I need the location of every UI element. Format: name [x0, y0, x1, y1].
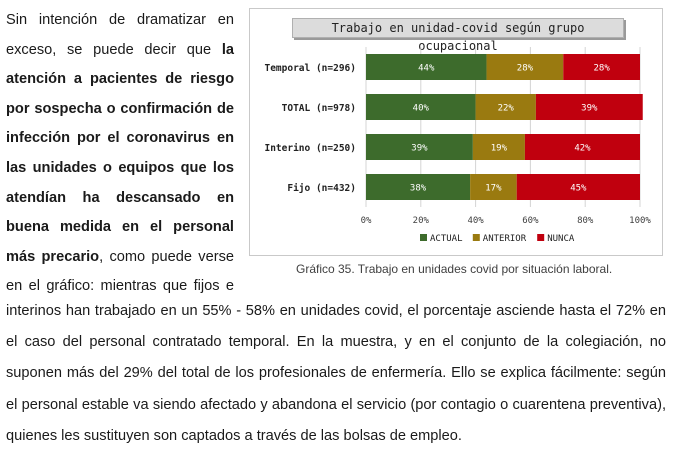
x-tick-label: 0%	[361, 216, 372, 226]
data-label: 44%	[418, 64, 435, 74]
bar-segment	[535, 94, 643, 120]
body-line: el personal estable va siendo afectado y…	[6, 396, 666, 413]
data-label: 28%	[517, 64, 534, 74]
x-tick-label: 100%	[629, 216, 651, 226]
category-label: Interino (n=250)	[264, 143, 356, 154]
body-text: interinos han trabajado en un 55% - 58% …	[6, 296, 666, 452]
legend-label: ANTERIOR	[483, 234, 527, 244]
intro-text: Sin intención de dramatizar en exceso, s…	[6, 12, 234, 58]
body-line: quienes les sustituyen son captados a tr…	[6, 427, 462, 444]
bar-segment	[563, 54, 640, 80]
category-label: Fijo (n=432)	[287, 183, 356, 194]
figure-caption: Gráfico 35. Trabajo en unidades covid po…	[296, 262, 613, 276]
body-line: interinos han trabajado en un 55% - 58% …	[6, 303, 666, 319]
data-label: 39%	[581, 104, 598, 114]
x-tick-label: 20%	[413, 216, 430, 226]
bar-segment	[516, 174, 640, 200]
category-label: TOTAL (n=978)	[282, 103, 356, 114]
x-tick-label: 60%	[522, 216, 539, 226]
data-label: 22%	[498, 104, 515, 114]
legend-label: ACTUAL	[430, 234, 463, 244]
data-label: 42%	[574, 144, 591, 154]
legend-label: NUNCA	[547, 234, 575, 244]
body-line: el caso del personal contratado temporal…	[6, 334, 666, 351]
bar-segment	[366, 54, 487, 80]
x-tick-label: 80%	[577, 216, 594, 226]
body-line: suponen más del 29% del total de los pro…	[6, 365, 666, 382]
data-label: 45%	[570, 184, 587, 194]
data-label: 28%	[594, 64, 611, 74]
chart-container: Trabajo en unidad-covid según grupo ocup…	[249, 8, 663, 256]
data-label: 17%	[485, 184, 502, 194]
legend-swatch	[472, 234, 480, 241]
bar-segment	[366, 174, 471, 200]
legend-swatch	[537, 234, 545, 241]
bar-segment	[486, 54, 564, 80]
intro-bold-text: la atención a pacientes de riesgo por so…	[6, 41, 234, 265]
intro-text-end: , como puede verse en el gráfico: mientr…	[6, 248, 234, 295]
legend-swatch	[420, 234, 427, 241]
chart-title: Trabajo en unidad-covid según grupo ocup…	[292, 18, 624, 53]
intro-paragraph: Sin intención de dramatizar en exceso, s…	[6, 6, 234, 302]
bar-segment	[472, 134, 525, 160]
data-label: 38%	[410, 184, 427, 194]
bar-segment	[366, 134, 473, 160]
chart-svg: 0% 20% 40% 60% 80% 100% Temporal (n=296) 44% 28%…	[264, 47, 651, 244]
left-column-text: Sin intención de dramatizar en exceso, s…	[6, 6, 234, 302]
bar-segment	[366, 94, 476, 120]
category-label: Temporal (n=296)	[264, 63, 356, 74]
data-label: 19%	[491, 144, 508, 154]
data-label: 39%	[411, 144, 428, 154]
bar-segment	[475, 94, 536, 120]
x-tick-label: 40%	[467, 216, 484, 226]
bar-segment	[524, 134, 640, 160]
bar-segment	[470, 174, 517, 200]
data-label: 40%	[413, 104, 430, 114]
